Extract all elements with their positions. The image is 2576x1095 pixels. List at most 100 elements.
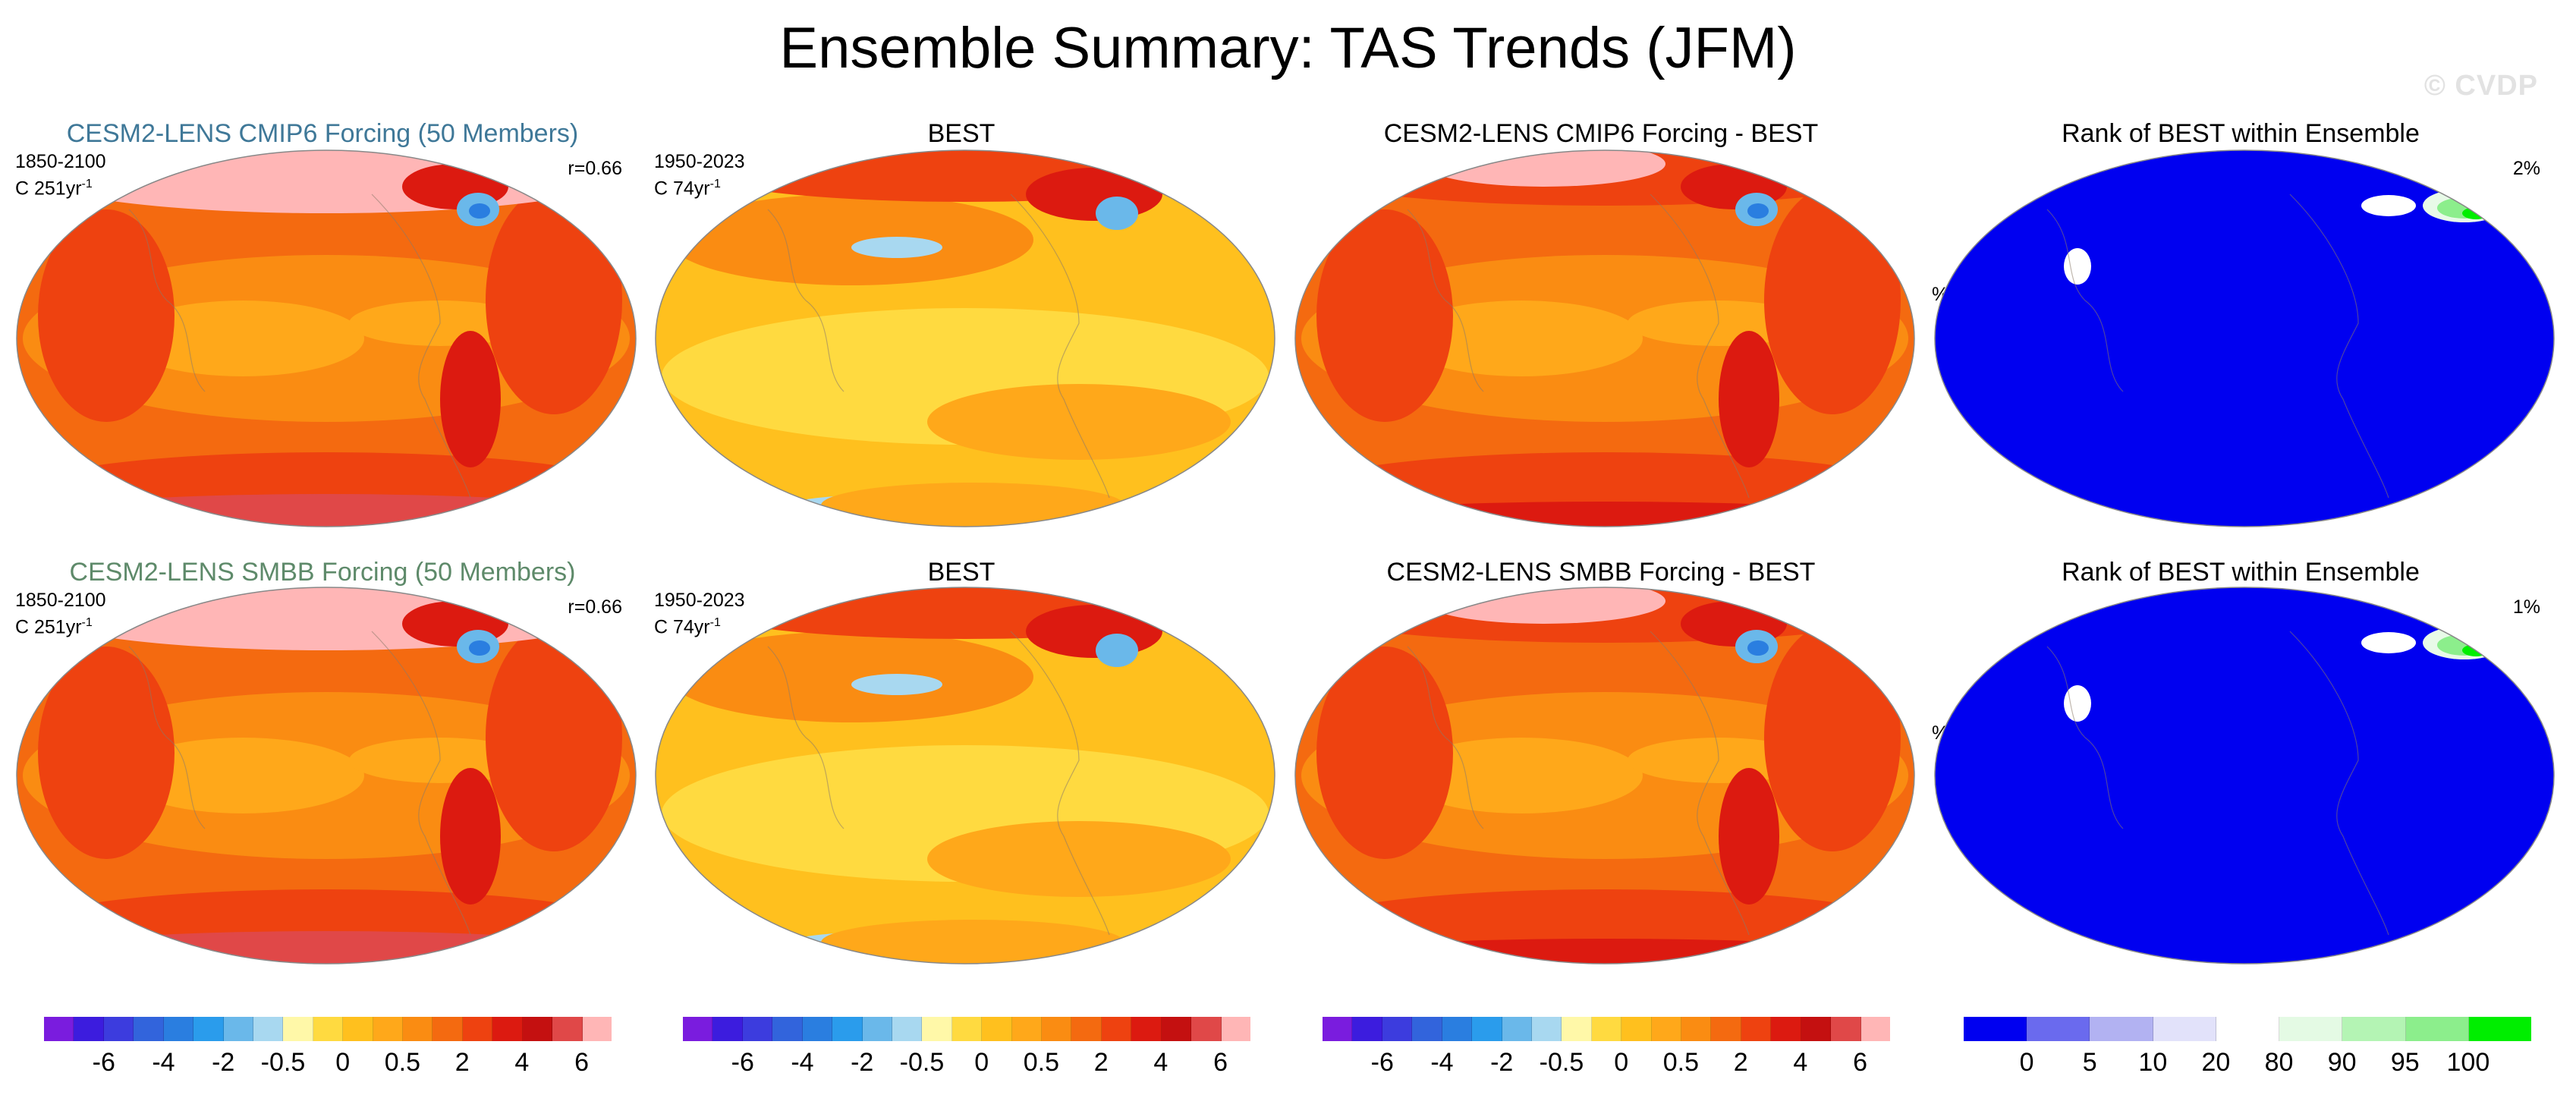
world-map	[655, 587, 1275, 964]
colorbar-cell	[1442, 1017, 1473, 1041]
colorbar-cell	[1221, 1017, 1251, 1041]
land-warming	[440, 768, 501, 905]
arctic-warming	[1026, 605, 1162, 658]
land-warming	[486, 624, 622, 851]
colorbar-cell	[922, 1017, 952, 1041]
colorbar-tick-label: 100	[2446, 1048, 2490, 1077]
cooling-patch	[1747, 640, 1769, 656]
colorbar-cell	[1801, 1017, 1832, 1041]
colorbar-cell	[2342, 1017, 2406, 1041]
rank-patch	[2064, 685, 2091, 722]
trend-units-exponent: -1	[81, 178, 93, 190]
land-warming	[1764, 624, 1901, 851]
panel-meta: 1950-2023 C 74yr-1	[654, 150, 745, 200]
colorbar-cell	[1071, 1017, 1102, 1041]
map-container	[15, 586, 637, 969]
colorbar-cell	[313, 1017, 344, 1041]
panel-meta: 1950-2023 C 74yr-1	[654, 589, 745, 638]
colorbar-cell	[1101, 1017, 1132, 1041]
colorbar-cell	[772, 1017, 803, 1041]
map-panel: Rank of BEST within Ensemble 1%%	[1926, 548, 2556, 973]
colorbar-tick-label: -4	[1430, 1048, 1454, 1077]
rank-colorbar: 0 5 10 20 80 90 95 100	[1964, 1017, 2531, 1077]
colorbar-cell	[1621, 1017, 1652, 1041]
coastline	[128, 209, 206, 392]
map-container	[654, 586, 1276, 969]
trend-units-base: C 251yr	[15, 178, 82, 200]
cooling-patch	[1773, 498, 1816, 513]
land-warming	[1316, 209, 1453, 422]
trend-units: C 251yr-1	[15, 173, 106, 200]
colorbar-tick-label: -6	[731, 1048, 754, 1077]
colorbar-tick-label: 0	[974, 1048, 989, 1077]
map-container	[654, 149, 1276, 532]
coastline	[767, 646, 845, 829]
trend-units: C 74yr-1	[654, 173, 745, 200]
colorbar-tick-label: 20	[2201, 1048, 2231, 1077]
panel-title: BEST	[927, 119, 995, 148]
colorbar-cell	[582, 1017, 612, 1041]
antarctic-band	[23, 494, 630, 527]
colorbar-cells	[1964, 1017, 2531, 1041]
trend-colorbar: -6 -4 -2 -0.5 0 0.5 2 4 6	[683, 1017, 1251, 1077]
colorbar-tick-label: 0.5	[1662, 1048, 1700, 1077]
colorbar-tick-label: -4	[152, 1048, 175, 1077]
antarctic-band	[23, 931, 630, 964]
colorbar-tick-label: 2	[1733, 1048, 1748, 1077]
cooling-patch	[1773, 935, 1816, 950]
colorbar-cell	[1651, 1017, 1682, 1041]
colorbar-ticks: -6 -4 -2 -0.5 0 0.5 2 4 6	[683, 1041, 1250, 1077]
colorbar-cell	[862, 1017, 892, 1041]
map-panel: Rank of BEST within Ensemble 2%%	[1926, 109, 2556, 534]
colorbar-tick-label: -2	[851, 1048, 874, 1077]
colorbar-tick-label: -2	[1490, 1048, 1514, 1077]
coastline	[767, 209, 845, 392]
land-warming	[38, 209, 175, 422]
map-outline	[16, 587, 637, 964]
panel-title: CESM2-LENS CMIP6 Forcing (50 Members)	[66, 119, 579, 148]
colorbar-cell	[103, 1017, 134, 1041]
colorbar-cell	[163, 1017, 194, 1041]
land-warming	[486, 187, 622, 414]
coastline	[1010, 194, 1110, 499]
colorbar-tick-label: -2	[212, 1048, 235, 1077]
world-map	[1294, 587, 1915, 964]
colorbar-cell	[2405, 1017, 2469, 1041]
colorbar-tick-label: 4	[1793, 1048, 1808, 1077]
coastline	[371, 194, 471, 499]
colorbar-cell	[552, 1017, 583, 1041]
colorbar-cell	[2279, 1017, 2343, 1041]
map-outline	[1934, 587, 2555, 964]
cooling-patch	[469, 640, 490, 656]
coastline	[2046, 209, 2124, 392]
map-outline	[1934, 149, 2555, 527]
colorbar-cells	[1323, 1017, 1891, 1041]
map-outline	[16, 149, 637, 527]
coastline	[1407, 646, 1484, 829]
colorbar-cell	[74, 1017, 104, 1041]
colorbar-cell	[892, 1017, 923, 1041]
map-panel: BEST 1950-2023 C 74yr-1	[646, 109, 1276, 534]
trend-units-exponent: -1	[709, 616, 721, 629]
colorbar-cell	[1382, 1017, 1413, 1041]
colorbar-tick-label: 80	[2264, 1048, 2294, 1077]
colorbar-tick-label: 0.5	[1023, 1048, 1060, 1077]
watermark: © CVDP	[2423, 70, 2538, 102]
cooling-patch	[851, 674, 942, 695]
map-panel: BEST 1950-2023 C 74yr-1	[646, 548, 1276, 973]
period-label: 1950-2023	[654, 590, 745, 611]
coastline	[2046, 646, 2124, 829]
colorbar-cell	[2027, 1017, 2090, 1041]
colorbar-tick-label: -6	[1370, 1048, 1394, 1077]
trend-units-base: C 251yr	[15, 616, 82, 638]
colorbar-cell	[951, 1017, 983, 1041]
colorbar-cells	[683, 1017, 1251, 1041]
colorbar-cell	[1412, 1017, 1442, 1041]
world-map	[655, 149, 1275, 527]
colorbar-tick-label: -0.5	[899, 1048, 945, 1077]
colorbar-tick-label: 4	[514, 1048, 530, 1077]
colorbar-tick-label: -4	[791, 1048, 814, 1077]
land-warming	[440, 331, 501, 467]
world-map	[1934, 587, 2555, 964]
rank-patch	[2446, 922, 2467, 930]
